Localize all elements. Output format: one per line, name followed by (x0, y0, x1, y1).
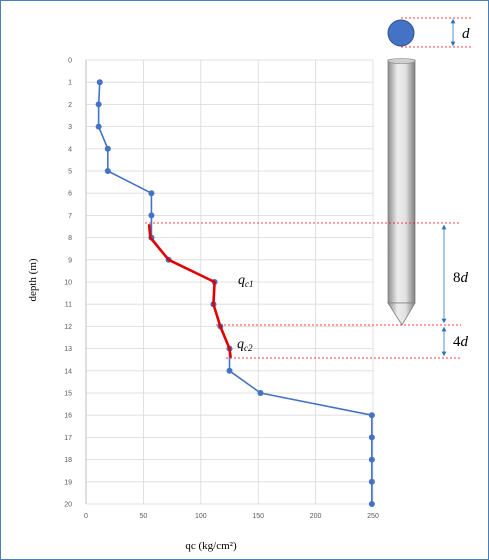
y-tick-label: 19 (64, 479, 72, 486)
label-qc2: qc2 (237, 337, 253, 353)
y-tick-label: 6 (68, 191, 72, 198)
y-tick-label: 17 (64, 435, 72, 442)
x-axis-title: qc (kg/cm²) (185, 540, 237, 552)
dashed-reference-lines (145, 17, 471, 359)
data-point (368, 434, 375, 441)
y-tick-label: 11 (65, 302, 72, 309)
y-tick-label: 7 (68, 213, 72, 220)
label-8d: 8d (453, 270, 469, 286)
pile-shaft (387, 59, 416, 304)
data-point (148, 190, 155, 197)
x-tick-label: 100 (195, 513, 207, 520)
data-point (95, 123, 102, 130)
data-point (96, 79, 103, 86)
pile-top-ellipse (387, 58, 416, 64)
x-tick-label: 50 (140, 513, 148, 520)
y-tick-label: 18 (64, 457, 72, 464)
y-tick-label: 12 (64, 324, 72, 331)
y-tick-label: 14 (64, 368, 72, 375)
label-4d: 4d (453, 334, 469, 350)
y-tick-label: 20 (64, 502, 72, 509)
x-tick-label: 0 (84, 513, 88, 520)
data-point (148, 212, 155, 219)
y-tick-label: 2 (68, 102, 72, 109)
dimension-arrows (441, 18, 456, 357)
pile-tip (387, 302, 416, 326)
grid (85, 59, 374, 505)
x-tick-label: 250 (367, 513, 379, 520)
series-line-cone-resistance (97, 82, 373, 504)
data-point (368, 478, 375, 485)
data-point (104, 168, 111, 174)
y-tick-label: 4 (68, 146, 72, 153)
series (95, 79, 375, 507)
y-tick-label: 15 (64, 391, 72, 398)
y-tick-label: 13 (64, 346, 72, 353)
y-tick-label: 1 (68, 80, 72, 87)
y-tick-label: 0 (68, 58, 72, 65)
series-line-averaging-zone (147, 224, 232, 358)
y-tick-label: 16 (64, 413, 72, 420)
y-tick-label: 5 (68, 169, 72, 176)
x-tick-labels: 0 50 100 150 200 250 (84, 513, 379, 520)
data-point (368, 501, 375, 507)
y-axis-title: depth (m) (27, 258, 39, 301)
pile-cross-section-circle (387, 19, 415, 47)
data-point (257, 390, 264, 396)
y-tick-label: 8 (68, 235, 72, 242)
y-tick-label: 9 (68, 257, 72, 264)
x-tick-label: 200 (310, 513, 322, 520)
data-point (95, 101, 102, 108)
y-tick-label: 3 (68, 124, 72, 131)
y-tick-label: 10 (64, 280, 72, 287)
label-d: d (462, 26, 470, 42)
pile-illustration (387, 19, 416, 326)
data-point (368, 456, 375, 463)
data-point (104, 145, 111, 152)
data-point (368, 412, 375, 419)
data-point (226, 367, 233, 374)
label-qc1: qc1 (238, 273, 254, 289)
x-tick-label: 150 (252, 513, 264, 520)
